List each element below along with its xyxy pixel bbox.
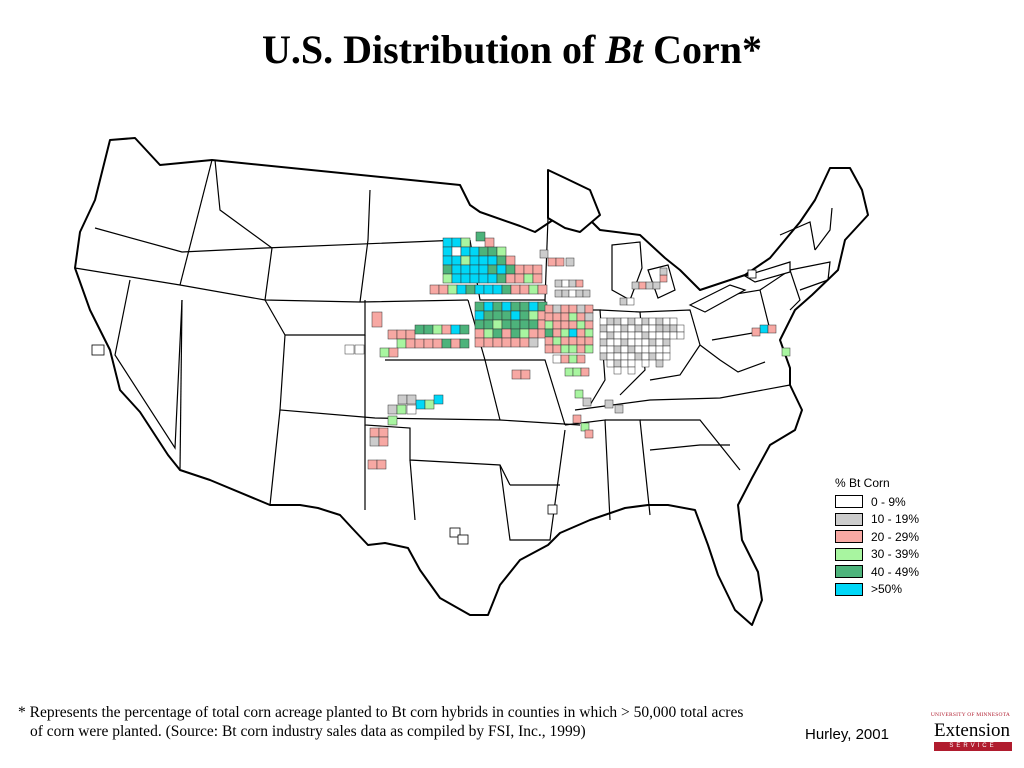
legend-item: >50% — [835, 581, 965, 599]
legend-label: 30 - 39% — [871, 547, 920, 562]
legend-item: 20 - 29% — [835, 528, 965, 546]
state-borders — [74, 159, 833, 541]
county-tiles — [344, 231, 791, 470]
title-italic: Bt — [605, 27, 644, 72]
legend-swatch — [835, 512, 863, 526]
legend-swatch — [835, 530, 863, 544]
legend-label: 20 - 29% — [871, 529, 920, 544]
legend-item: 40 - 49% — [835, 563, 965, 581]
legend-swatch — [835, 547, 863, 561]
legend-swatch — [835, 582, 863, 596]
logo-service: SERVICE — [934, 742, 1012, 751]
legend-swatch — [835, 565, 863, 579]
us-outline — [74, 137, 869, 626]
footnote-line-1: * Represents the percentage of total cor… — [18, 704, 744, 721]
legend-label: >50% — [871, 582, 903, 597]
extension-logo: UNIVERSITY OF MINNESOTA Extension SERVIC… — [924, 712, 1016, 752]
map-legend: % Bt Corn 0 - 9% 10 - 19% 20 - 29% 30 - … — [835, 476, 965, 598]
legend-title: % Bt Corn — [835, 476, 890, 490]
legend-item: 0 - 9% — [835, 493, 965, 511]
title-prefix: U.S. Distribution of — [261, 27, 606, 72]
footnote: * Represents the percentage of total cor… — [18, 703, 978, 741]
legend-label: 40 - 49% — [871, 564, 920, 579]
page-title: U.S. Distribution of Bt Corn* — [0, 26, 1024, 73]
legend-label: 0 - 9% — [871, 494, 906, 509]
legend-item: 30 - 39% — [835, 546, 965, 564]
logo-name: Extension — [934, 720, 1010, 741]
author-credit: Hurley, 2001 — [805, 726, 889, 743]
footnote-line-2: of corn were planted. (Source: Bt corn i… — [30, 723, 586, 740]
legend-label: 10 - 19% — [871, 512, 920, 527]
title-suffix: Corn* — [643, 27, 763, 72]
us-county-map — [74, 137, 869, 626]
isolated-counties — [91, 269, 757, 545]
legend-swatch — [835, 495, 863, 509]
legend-item: 10 - 19% — [835, 511, 965, 529]
logo-university: UNIVERSITY OF MINNESOTA — [930, 712, 1010, 718]
